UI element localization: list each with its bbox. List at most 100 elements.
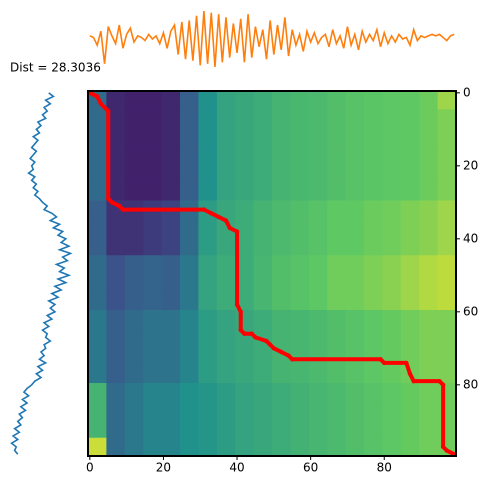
path-point [286, 353, 291, 358]
heatmap-cell [272, 437, 291, 457]
path-point [382, 360, 387, 366]
y-tick-label: 0 [463, 85, 471, 99]
heatmap-cell [308, 364, 328, 384]
heatmap-cell [364, 255, 383, 274]
heatmap-cell [382, 291, 402, 311]
heatmap-cell [235, 127, 255, 147]
heatmap-cell [400, 401, 420, 420]
heatmap-cell [400, 273, 420, 293]
heatmap-cell [124, 273, 144, 293]
heatmap-cell [124, 364, 144, 384]
heatmap-cell [253, 310, 273, 329]
heatmap-cell [400, 328, 420, 347]
heatmap-cell [272, 328, 291, 347]
heatmap-cell [327, 401, 347, 420]
heatmap-cell [308, 145, 328, 165]
heatmap-cell [400, 291, 420, 311]
heatmap-cell [327, 109, 347, 128]
heatmap-cell [437, 364, 457, 384]
heatmap-cell [364, 91, 383, 110]
heatmap-cell [419, 145, 439, 165]
heatmap-cell [364, 164, 383, 183]
heatmap-cell [106, 237, 126, 256]
path-point [201, 207, 207, 212]
heatmap-cell [400, 237, 420, 256]
heatmap-cell [419, 255, 439, 274]
heatmap-cell [272, 109, 291, 128]
heatmap-cell [106, 419, 126, 439]
path-point [407, 371, 413, 377]
heatmap-cell [235, 237, 255, 256]
heatmap-cell [106, 255, 126, 274]
heatmap-cell [419, 310, 439, 329]
heatmap-cell [198, 164, 218, 183]
heatmap-cell [272, 218, 291, 238]
heatmap-cell [106, 164, 126, 183]
heatmap-cell [345, 328, 365, 347]
heatmap-cell [327, 346, 347, 366]
heatmap-cell [180, 310, 199, 329]
heatmap-cell [198, 273, 218, 293]
heatmap-cell [216, 328, 236, 347]
path-point [279, 349, 284, 355]
heatmap-cell [272, 364, 291, 384]
heatmap-cell [419, 91, 439, 110]
heatmap-cell [88, 328, 107, 347]
heatmap-cell [161, 255, 181, 274]
heatmap-cell [161, 109, 181, 128]
path-point [440, 382, 446, 388]
heatmap-cell [345, 218, 365, 238]
path-point [242, 331, 247, 336]
heatmap-cell [308, 419, 328, 439]
heatmap-cell [419, 401, 439, 420]
heatmap-cell [400, 255, 420, 274]
heatmap-cell [272, 255, 291, 274]
heatmap-cell [198, 91, 218, 110]
heatmap-cell [161, 383, 181, 402]
heatmap-cell [124, 255, 144, 274]
heatmap-cell [180, 273, 199, 293]
heatmap-cell [235, 273, 255, 293]
heatmap-cell [290, 182, 310, 201]
heatmap-cell [143, 346, 163, 366]
heatmap-cell [272, 383, 291, 402]
heatmap-cell [345, 237, 365, 256]
heatmap-cell [198, 401, 218, 420]
heatmap-cell [345, 145, 365, 165]
heatmap-cell [216, 145, 236, 165]
path-point [223, 218, 229, 223]
heatmap-cell [419, 419, 439, 439]
heatmap-cell [143, 310, 163, 329]
heatmap-cell [272, 401, 291, 420]
heatmap-cell [400, 200, 420, 220]
heatmap-cell [364, 328, 383, 347]
heatmap-cell [253, 419, 273, 439]
heatmap-cell [198, 346, 218, 366]
path-point [98, 101, 104, 106]
heatmap-cell [253, 383, 273, 402]
heatmap-cell [327, 127, 347, 147]
heatmap-cell [235, 145, 255, 165]
heatmap-cell [106, 346, 126, 366]
heatmap-cell [88, 273, 107, 293]
heatmap-cell [437, 401, 457, 420]
heatmap-cell [364, 401, 383, 420]
heatmap-cell [180, 346, 199, 366]
heatmap-cell [235, 109, 255, 128]
heatmap-cell [400, 218, 420, 238]
heatmap-cell [124, 419, 144, 439]
heatmap-cell [437, 127, 457, 147]
x-tick-label: 60 [303, 461, 318, 475]
heatmap-cell [272, 200, 291, 220]
heatmap-cell [364, 218, 383, 238]
heatmap-cell [143, 164, 163, 183]
heatmap-cell [143, 419, 163, 439]
heatmap-cell [253, 237, 273, 256]
heatmap-cell [216, 383, 236, 402]
heatmap-cell [290, 237, 310, 256]
heatmap-cell [364, 273, 383, 293]
heatmap-cell [180, 164, 199, 183]
heatmap-cell [216, 164, 236, 183]
heatmap-cell [235, 437, 255, 457]
